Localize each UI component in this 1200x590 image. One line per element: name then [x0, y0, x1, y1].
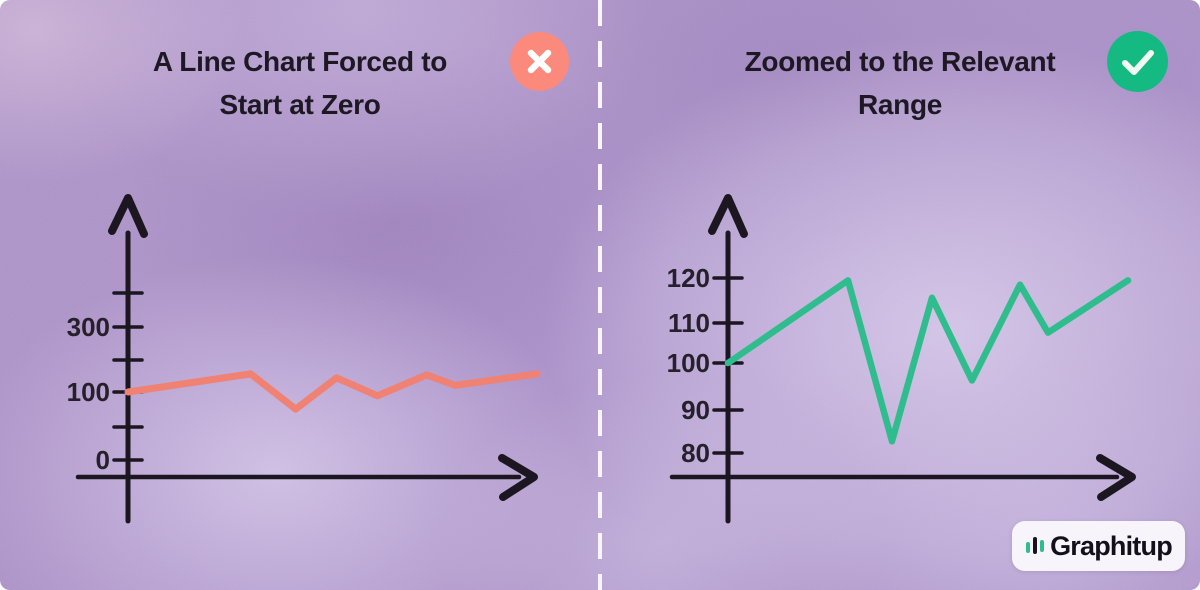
right-y-axis-arrow — [708, 194, 748, 238]
left-x-axis-arrow — [498, 454, 538, 501]
left-title-line2: Start at Zero — [219, 89, 381, 120]
graphitup-logo: Graphitup — [1012, 521, 1185, 571]
left-data-line — [124, 370, 541, 413]
right-x-axis-arrow — [1096, 454, 1136, 501]
right-ytick-110: 110 — [668, 308, 710, 338]
left-y-ticks — [112, 291, 144, 462]
x-icon — [527, 49, 552, 74]
right-ytick-80: 80 — [681, 438, 710, 468]
right-title-line1: Zoomed to the Relevant — [744, 46, 1056, 77]
left-ytick-0: 0 — [95, 445, 110, 475]
left-title-line1: A Line Chart Forced to — [152, 46, 448, 77]
right-ytick-120: 120 — [666, 263, 710, 293]
check-badge — [1107, 31, 1168, 92]
right-ytick-90: 90 — [681, 395, 710, 425]
left-y-axis-arrow — [108, 194, 148, 238]
left-ytick-100: 100 — [66, 377, 110, 407]
bar-chart-icon — [1026, 537, 1045, 554]
logo-text: Graphitup — [1050, 530, 1173, 561]
right-data-line — [724, 277, 1132, 445]
right-ytick-100: 100 — [666, 348, 710, 378]
right-title-line2: Range — [857, 89, 943, 120]
left-panel-title: A Line Chart Forced to Start at Zero — [75, 40, 525, 126]
check-icon — [1122, 50, 1154, 75]
cross-badge — [510, 32, 569, 91]
right-panel-title: Zoomed to the Relevant Range — [675, 40, 1125, 126]
dashed-divider — [598, 0, 602, 590]
left-ytick-300: 300 — [66, 312, 110, 342]
